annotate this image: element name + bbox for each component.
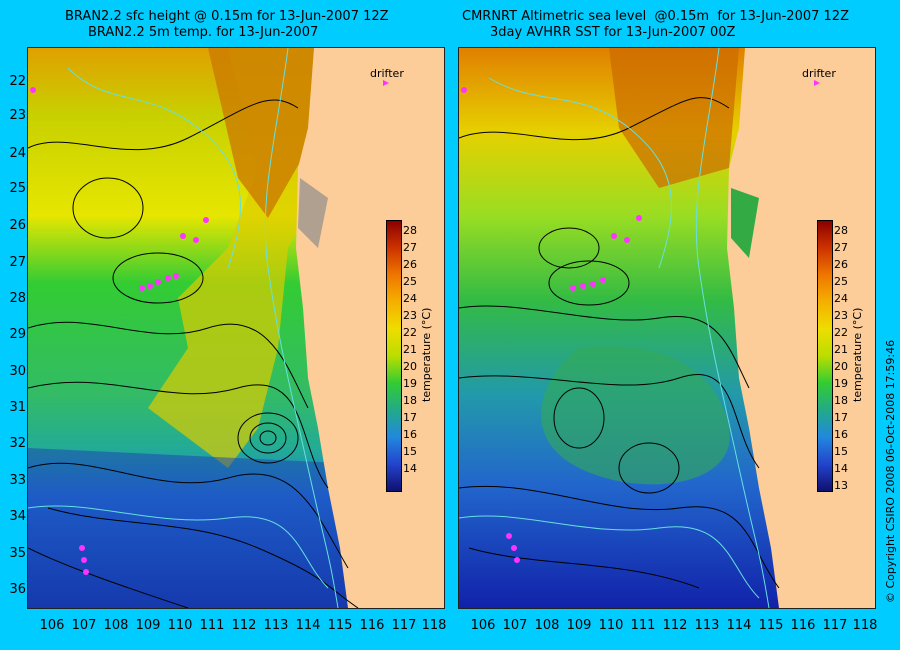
- colorbar-tick: 17: [834, 411, 848, 424]
- lon-label: 115: [758, 618, 784, 633]
- left-map-panel: [27, 47, 445, 609]
- right-land: [727, 48, 875, 608]
- lon-label: 117: [822, 618, 848, 633]
- lon-label: 117: [391, 618, 417, 633]
- colorbar-tick: 16: [834, 428, 848, 441]
- right-map-panel: [458, 47, 876, 609]
- lon-label: 114: [726, 618, 752, 633]
- lon-label: 106: [470, 618, 496, 633]
- colorbar-tick: 18: [403, 394, 417, 407]
- colorbar-tick: 21: [403, 343, 417, 356]
- lat-label: 27: [9, 255, 26, 270]
- lat-label: 29: [9, 327, 26, 342]
- colorbar-tick: 25: [403, 275, 417, 288]
- colorbar-tick: 23: [834, 309, 848, 322]
- left-title-line2: BRAN2.2 5m temp. for 13-Jun-2007: [88, 25, 319, 40]
- left-land: [296, 48, 444, 608]
- left-sst-map: [28, 48, 444, 608]
- colorbar-tick: 26: [834, 258, 848, 271]
- colorbar-tick: 24: [834, 292, 848, 305]
- lon-label: 113: [694, 618, 720, 633]
- lat-label: 24: [9, 146, 26, 161]
- colorbar-tick: 26: [403, 258, 417, 271]
- lat-label: 35: [9, 546, 26, 561]
- colorbar-tick: 28: [834, 224, 848, 237]
- right-title-line1: CMRNRT Altimetric sea level @0.15m for 1…: [462, 9, 849, 24]
- colorbar-tick: 17: [403, 411, 417, 424]
- lon-label: 106: [39, 618, 65, 633]
- lon-label: 111: [199, 618, 225, 633]
- lon-label: 118: [852, 618, 878, 633]
- colorbar-tick: 15: [403, 445, 417, 458]
- colorbar-tick: 22: [834, 326, 848, 339]
- lon-label: 114: [295, 618, 321, 633]
- colorbar-tick: 14: [403, 462, 417, 475]
- colorbar-tick: 28: [403, 224, 417, 237]
- lat-label: 34: [9, 509, 26, 524]
- lon-label: 112: [662, 618, 688, 633]
- lon-label: 109: [135, 618, 161, 633]
- lon-label: 110: [167, 618, 193, 633]
- colorbar-tick: 18: [834, 394, 848, 407]
- right-colorbar: [817, 220, 833, 492]
- lon-label: 108: [534, 618, 560, 633]
- lat-label: 22: [9, 74, 26, 89]
- lon-label: 112: [231, 618, 257, 633]
- right-drifter-label: drifter: [802, 67, 836, 80]
- colorbar-tick: 25: [834, 275, 848, 288]
- right-sst-map: [459, 48, 875, 608]
- colorbar-tick: 20: [834, 360, 848, 373]
- lat-label: 30: [9, 364, 26, 379]
- lat-label: 33: [9, 473, 26, 488]
- colorbar-tick: 23: [403, 309, 417, 322]
- right-colorbar-title: temperature (°C): [851, 307, 864, 402]
- colorbar-tick: 19: [403, 377, 417, 390]
- left-colorbar-title: temperature (°C): [420, 307, 433, 402]
- copyright-notice: © Copyright CSIRO 2008 06-Oct-2008 17:59…: [884, 339, 897, 603]
- lon-label: 113: [263, 618, 289, 633]
- colorbar-tick: 19: [834, 377, 848, 390]
- colorbar-tick: 15: [834, 445, 848, 458]
- colorbar-tick: 21: [834, 343, 848, 356]
- colorbar-tick: 24: [403, 292, 417, 305]
- colorbar-tick: 16: [403, 428, 417, 441]
- lat-label: 26: [9, 218, 26, 233]
- lon-label: 107: [502, 618, 528, 633]
- left-drifter-label: drifter: [370, 67, 404, 80]
- lon-label: 109: [566, 618, 592, 633]
- lat-label: 25: [9, 181, 26, 196]
- left-title-line1: BRAN2.2 sfc height @ 0.15m for 13-Jun-20…: [65, 9, 389, 24]
- lon-label: 110: [598, 618, 624, 633]
- left-colorbar: [386, 220, 402, 492]
- lon-label: 107: [71, 618, 97, 633]
- lat-label: 23: [9, 108, 26, 123]
- lon-label: 118: [421, 618, 447, 633]
- colorbar-tick: 13: [834, 479, 848, 492]
- right-title-line2: 3day AVHRR SST for 13-Jun-2007 00Z: [490, 25, 736, 40]
- lat-label: 31: [9, 400, 26, 415]
- lon-label: 108: [103, 618, 129, 633]
- lon-label: 116: [359, 618, 385, 633]
- lon-label: 116: [790, 618, 816, 633]
- colorbar-tick: 14: [834, 462, 848, 475]
- lon-label: 115: [327, 618, 353, 633]
- lat-label: 36: [9, 582, 26, 597]
- colorbar-tick: 22: [403, 326, 417, 339]
- lon-label: 111: [630, 618, 656, 633]
- lat-label: 32: [9, 436, 26, 451]
- colorbar-tick: 20: [403, 360, 417, 373]
- colorbar-tick: 27: [834, 241, 848, 254]
- colorbar-tick: 27: [403, 241, 417, 254]
- lat-label: 28: [9, 291, 26, 306]
